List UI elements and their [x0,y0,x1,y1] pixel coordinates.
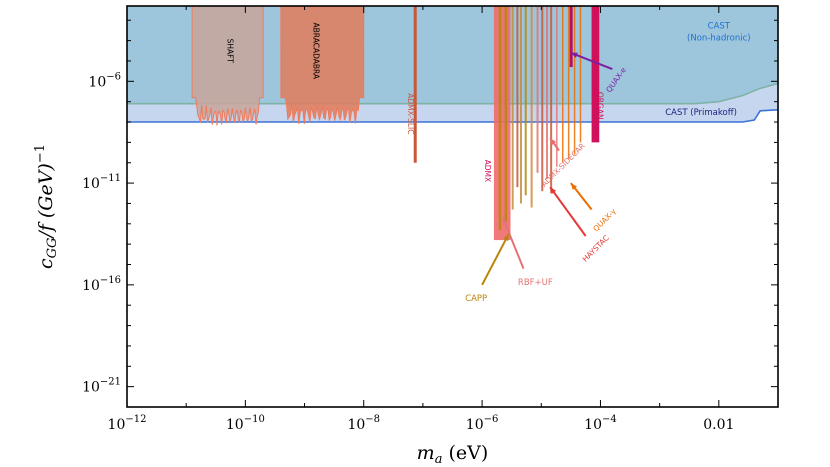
cast-primakoff-label: CAST (Primakoff) [665,108,737,118]
haloscope-spike [524,6,527,196]
capp-arrowhead [503,233,509,241]
admx-limit [493,6,511,241]
haloscope-limits [413,6,600,241]
tick-layer [126,6,779,408]
cast-non-hadronic-label: CAST [708,21,731,31]
x-tick-label: 0.01 [703,417,734,433]
haloscope-spike [504,6,508,222]
organ-limit [591,6,600,143]
haloscope-spike [516,6,519,188]
admx-label: ADMX [483,160,492,183]
quax-e-arrowhead [570,52,578,58]
haloscope-spike [541,6,544,192]
haloscope-spike [498,6,502,230]
x-tick-label: 10−12 [108,414,147,433]
cast-non-hadronic-edge [127,82,778,105]
abracadabra-label: ABRACADABRA [311,23,320,80]
x-tick-label: 10−8 [347,414,380,433]
capp-arrow [481,233,510,286]
haloscope-spike [511,6,514,210]
haloscope-spike [573,6,576,155]
y-tick-label: 10−21 [82,377,121,396]
y-tick-label: 10−16 [82,275,121,294]
capp-label: CAPP [465,294,487,304]
plot-area: SHAFT ABRACADABRA ADMX-SLIC ADMX ORGAN CAST (N… [127,6,778,304]
haloscope-spike [579,6,582,143]
abracadabra-region [280,6,365,125]
quax-e-arrow [570,51,613,71]
admx-slic-limit [413,6,417,163]
y-tick-label: 10−11 [82,173,121,192]
rbf-uf-label: RBF+UF [518,278,553,288]
haystac-label: HAYSTAC [581,233,611,263]
tick-label-layer: 10−12 10−10 10−8 10−6 10−4 0.01 10−6 10−11 10−16… [82,71,734,433]
haloscope-spike [567,6,570,159]
haystac-arrow [549,186,587,237]
rbf-uf-arrow [501,217,525,269]
admx-sidecar-arrowhead [550,138,557,146]
x-tick-label: 10−4 [584,414,617,433]
haloscope-spike [550,6,553,194]
admx-slic-label: ADMX-SLIC [406,93,415,134]
y-axis-title: cGG/f (GeV)−1 [33,144,60,269]
plot-frame [126,5,779,408]
x-tick-label: 10−6 [466,414,499,433]
shaft-region [191,6,264,126]
quax-arrowhead [570,183,577,190]
haloscope-spike [530,6,533,208]
x-tick-label: 10−10 [226,414,265,433]
haloscope-spike [546,6,549,180]
arrow-layer [481,51,613,286]
haloscope-spike [536,6,539,173]
organ-label: ORGAN [595,92,604,120]
cast-non-hadronic-label-line2: (Non-hadronic) [687,33,751,43]
x-axis-title: ma (eV) [417,442,489,467]
haloscope-spike [561,6,564,163]
quax-e-limit [569,6,573,68]
haystac-arrowhead [550,187,557,194]
haloscope-spike [556,6,558,167]
haloscope-spike [519,6,522,204]
rbf-uf-arrowhead [502,217,508,225]
quax-label: QUAX-γ [591,206,618,233]
y-tick-label: 10−6 [88,71,121,90]
shaft-label: SHAFT [226,39,235,64]
